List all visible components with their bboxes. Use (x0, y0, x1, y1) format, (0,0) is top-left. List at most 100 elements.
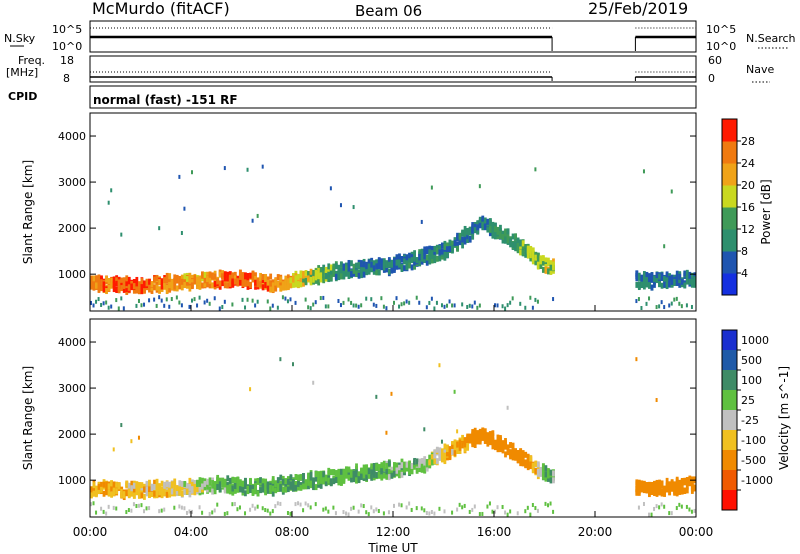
echo-cell (249, 272, 252, 279)
near-range-echo (322, 507, 325, 512)
echo-cell (317, 481, 321, 488)
x-tick-label: 04:00 (174, 525, 209, 539)
echo-cell (120, 491, 124, 498)
near-range-echo (249, 507, 252, 512)
echo-cell (468, 226, 472, 233)
echo-cell (385, 462, 389, 469)
echo-cell (254, 485, 257, 492)
echo-cell (327, 271, 331, 278)
echo-cell (264, 478, 268, 485)
echo-cell (294, 275, 298, 282)
echo-cell (491, 430, 495, 437)
echo-cell (420, 458, 424, 465)
echo-cell (97, 487, 101, 494)
near-range-echo (307, 305, 310, 310)
echo-cell (544, 257, 548, 264)
echo-cell (357, 476, 361, 483)
echo-cell (130, 489, 134, 496)
echo-cell (97, 281, 101, 288)
echo-cell (115, 286, 119, 293)
echo-cell (90, 486, 93, 493)
velocity-colorbar-label: Velocity [m s^-1] (777, 366, 791, 470)
echo-cell (115, 277, 119, 284)
echo-cell (115, 481, 119, 488)
echo-cell (201, 477, 204, 484)
x-tick-label: 00:00 (73, 525, 108, 539)
echo-cell (355, 463, 358, 470)
echo-cell (362, 468, 366, 475)
echo-cell (690, 281, 694, 288)
echo-cell (673, 481, 677, 488)
echo-cell (430, 245, 434, 252)
echo-cell (547, 468, 550, 475)
echo-cell (642, 271, 646, 278)
echo-cell (446, 446, 449, 453)
echo-cell (312, 276, 315, 283)
echo-cell (693, 281, 697, 288)
sparse-echo (453, 389, 456, 394)
echo-cell (279, 279, 283, 286)
echo-cell (458, 439, 462, 446)
echo-cell (281, 478, 285, 485)
near-range-echo (107, 504, 110, 509)
echo-cell (501, 445, 505, 452)
echo-cell (170, 481, 174, 488)
near-range-echo (105, 300, 108, 305)
near-range-echo (145, 506, 148, 511)
echo-cell (173, 274, 177, 281)
echo-cell (241, 486, 245, 493)
echo-cell (648, 483, 651, 490)
echo-cell (218, 486, 222, 493)
echo-cell (488, 230, 492, 237)
echo-cell (509, 238, 512, 245)
near-range-echo (519, 301, 522, 306)
echo-cell (269, 273, 273, 280)
echo-cell (443, 251, 447, 258)
near-range-echo (370, 505, 373, 510)
echo-cell (357, 262, 361, 269)
echo-cell (218, 283, 222, 290)
echo-cell (196, 279, 199, 286)
sparse-echo (514, 234, 517, 239)
echo-cell (438, 245, 442, 252)
near-range-echo (642, 501, 645, 506)
near-range-echo (448, 299, 451, 304)
echo-cell (183, 488, 187, 495)
echo-cell (521, 457, 525, 464)
near-range-echo (670, 301, 673, 306)
echo-cell (352, 263, 356, 270)
echo-cell (451, 240, 454, 247)
echo-cell (188, 484, 192, 491)
echo-cell (143, 493, 146, 500)
near-range-echo (635, 299, 638, 304)
near-range-echo (226, 511, 229, 516)
echo-cell (309, 471, 313, 478)
echo-cell (178, 275, 182, 282)
near-range-echo (486, 504, 489, 509)
echo-cell (185, 275, 189, 282)
near-range-echo (208, 301, 211, 306)
echo-cell (675, 274, 679, 281)
echo-cell (370, 266, 374, 273)
echo-cell (238, 273, 242, 280)
echo-cell (112, 489, 116, 496)
echo-cell (312, 269, 315, 276)
echo-cell (471, 228, 475, 235)
echo-cell (163, 277, 167, 284)
echo-cell (269, 485, 273, 492)
echo-cell (690, 278, 694, 285)
near-range-echo (223, 511, 226, 516)
echo-cell (377, 257, 381, 264)
echo-cell (317, 472, 321, 479)
colorbar-tick-label: -25 (741, 414, 759, 427)
echo-cell (473, 441, 477, 448)
near-range-echo (531, 305, 534, 310)
echo-cell (97, 278, 101, 285)
echo-cell (395, 263, 399, 270)
echo-cell (458, 233, 462, 240)
echo-cell (264, 281, 268, 288)
echo-cell (264, 273, 268, 280)
near-range-echo (524, 305, 527, 310)
near-range-echo (360, 503, 363, 508)
near-range-echo (191, 509, 193, 514)
